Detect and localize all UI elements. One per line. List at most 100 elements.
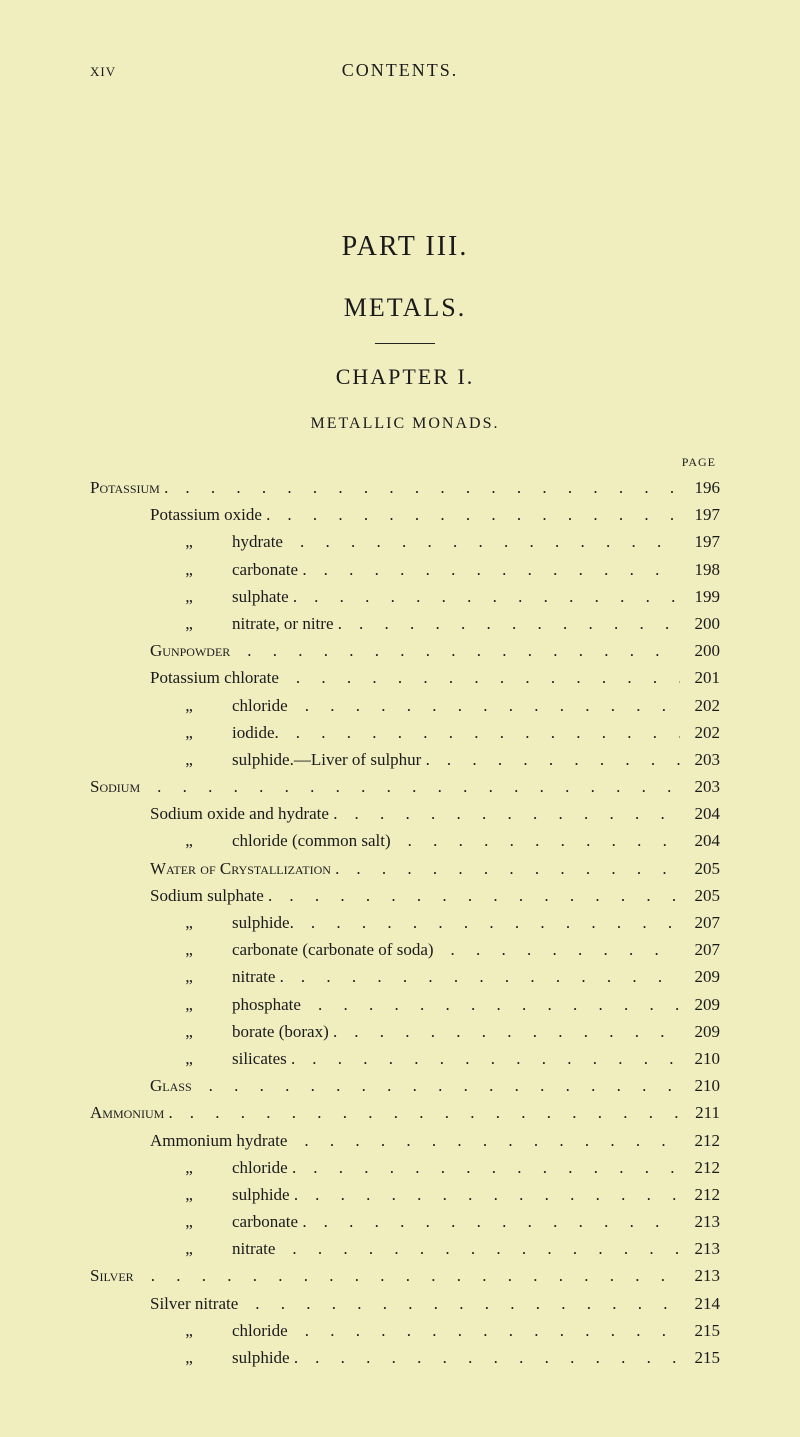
toc-leader: . . . . . . . . . . . . . . . . . . . . …	[275, 1235, 680, 1262]
toc-row: „ nitrate, or nitre . . . . . . . . . . …	[90, 610, 720, 637]
toc-leader: . . . . . . . . . . . . . . . . . . . .	[307, 1208, 680, 1235]
ditto-mark: „	[180, 1317, 198, 1344]
rule	[375, 343, 435, 344]
toc-row: Silver nitrate . . . . . . . . . . . . .…	[90, 1290, 720, 1317]
toc-label: „ iodide.	[90, 719, 279, 746]
toc-page: 202	[680, 719, 720, 746]
toc-leader: . . . . . . . . . . . . . . . . . .	[339, 855, 680, 882]
toc-row: „ sulphide.—Liver of sulphur . . . . . .…	[90, 746, 720, 773]
toc-label: Silver nitrate	[90, 1290, 238, 1317]
toc-leader: . . . . . . . . . . . . . . . . . . .	[337, 800, 680, 827]
ditto-mark: „	[180, 692, 198, 719]
ditto-mark: „	[180, 610, 198, 637]
toc-leader: . . . . . . . . . . . . . . . . . . . . …	[295, 1045, 680, 1072]
toc-leader: . . . . . . . . . . . . . . . . . . . . …	[140, 773, 680, 800]
toc-page: 214	[680, 1290, 720, 1317]
toc-leader: . . . . . . . . . . . . . . . . . . . . …	[168, 474, 680, 501]
toc-row: „ carbonate . . . . . . . . . . . . . . …	[90, 1208, 720, 1235]
toc-label: „ sulphide .	[90, 1344, 298, 1371]
toc-leader: . . . . . . . . . . . . . . . . . . . .	[307, 556, 680, 583]
toc-label: „ nitrate	[90, 1235, 275, 1262]
toc-page: 212	[680, 1127, 720, 1154]
toc-page: 199	[680, 583, 720, 610]
toc-page: 211	[680, 1099, 720, 1126]
toc-label: Potassium chlorate	[90, 664, 279, 691]
toc-label: „ nitrate, or nitre .	[90, 610, 342, 637]
toc-page: 201	[680, 664, 720, 691]
chapter-title: CHAPTER I.	[90, 364, 720, 390]
ditto-mark: „	[180, 827, 198, 854]
toc-row: „ carbonate (carbonate of soda) . . . . …	[90, 936, 720, 963]
toc-page: 207	[680, 936, 720, 963]
toc-page: 202	[680, 692, 720, 719]
ditto-mark: „	[180, 963, 198, 990]
toc-label: Gunpowder	[90, 637, 230, 664]
toc-page: 209	[680, 1018, 720, 1045]
toc-label: Potassium oxide .	[90, 501, 270, 528]
toc-label: „ silicates .	[90, 1045, 295, 1072]
toc-leader: . . . . . . . . . . . . . . . . . . . . …	[294, 909, 680, 936]
toc-page: 196	[680, 474, 720, 501]
toc-row: Potassium . . . . . . . . . . . . . . . …	[90, 474, 720, 501]
toc-row: „ chloride . . . . . . . . . . . . . . .…	[90, 692, 720, 719]
toc-row: „ borate (borax) . . . . . . . . . . . .…	[90, 1018, 720, 1045]
toc: Potassium . . . . . . . . . . . . . . . …	[90, 474, 720, 1371]
toc-label: „ sulphide.—Liver of sulphur .	[90, 746, 430, 773]
ditto-mark: „	[180, 746, 198, 773]
toc-page: 197	[680, 501, 720, 528]
toc-page: 213	[680, 1208, 720, 1235]
toc-row: Ammonium . . . . . . . . . . . . . . . .…	[90, 1099, 720, 1126]
toc-row: Potassium oxide . . . . . . . . . . . . …	[90, 501, 720, 528]
toc-leader: . . . . . . . . . . . . . . . . . .	[342, 610, 680, 637]
toc-label: „ phosphate	[90, 991, 301, 1018]
toc-leader: . . . . . . . . . . . . . . . . . . . . …	[283, 528, 680, 555]
toc-label: „ carbonate .	[90, 556, 307, 583]
toc-leader: . . . . . . . . . . . . .	[430, 746, 680, 773]
toc-label: Water of Crystallization .	[90, 855, 339, 882]
toc-page: 207	[680, 909, 720, 936]
toc-row: „ phosphate . . . . . . . . . . . . . . …	[90, 991, 720, 1018]
ditto-mark: „	[180, 1208, 198, 1235]
toc-label: Sodium sulphate .	[90, 882, 272, 909]
toc-row: „ nitrate . . . . . . . . . . . . . . . …	[90, 963, 720, 990]
toc-leader: . . . . . . . . . . . . . . . .	[391, 827, 680, 854]
toc-label: „ chloride (common salt)	[90, 827, 391, 854]
toc-row: „ chloride (common salt) . . . . . . . .…	[90, 827, 720, 854]
toc-leader: . . . . . . . . . . . . . . . . . . .	[337, 1018, 680, 1045]
toc-leader: . . . . . . . . . . . . . . . . . . . . …	[270, 501, 680, 528]
toc-page: 205	[680, 855, 720, 882]
toc-page: 197	[680, 528, 720, 555]
toc-page: 210	[680, 1072, 720, 1099]
toc-leader: . . . . . . . . . . . . .	[434, 936, 680, 963]
toc-row: „ chloride . . . . . . . . . . . . . . .…	[90, 1154, 720, 1181]
ditto-mark: „	[180, 1181, 198, 1208]
toc-page: 198	[680, 556, 720, 583]
toc-page: 204	[680, 827, 720, 854]
toc-label: „ sulphate .	[90, 583, 297, 610]
toc-leader: . . . . . . . . . . . . . . . . . . . . …	[288, 692, 680, 719]
toc-leader: . . . . . . . . . . . . . . . . . . . . …	[230, 637, 680, 664]
toc-label: „ sulphide.	[90, 909, 294, 936]
toc-page: 209	[680, 991, 720, 1018]
ditto-mark: „	[180, 909, 198, 936]
toc-label: „ carbonate .	[90, 1208, 307, 1235]
toc-label: Glass	[90, 1072, 192, 1099]
toc-leader: . . . . . . . . . . . . . . . . . . . . …	[296, 1154, 680, 1181]
page: xiv CONTENTS. PART III. METALS. CHAPTER …	[0, 0, 800, 1437]
toc-page: 213	[680, 1262, 720, 1289]
page-column-label: PAGE	[90, 455, 716, 470]
ditto-mark: „	[180, 1344, 198, 1371]
toc-page: 215	[680, 1317, 720, 1344]
toc-page: 204	[680, 800, 720, 827]
toc-page: 203	[680, 773, 720, 800]
toc-row: Water of Crystallization . . . . . . . .…	[90, 855, 720, 882]
toc-row: „ sulphide. . . . . . . . . . . . . . . …	[90, 909, 720, 936]
toc-label: „ nitrate .	[90, 963, 284, 990]
toc-leader: . . . . . . . . . . . . . . . . . . . . …	[298, 1344, 680, 1371]
toc-leader: . . . . . . . . . . . . . . . . . . . . …	[173, 1099, 680, 1126]
toc-leader: . . . . . . . . . . . . . . . . . . . . …	[238, 1290, 680, 1317]
toc-label: „ chloride .	[90, 1154, 296, 1181]
toc-row: Sodium oxide and hydrate . . . . . . . .…	[90, 800, 720, 827]
toc-label: „ chloride	[90, 692, 288, 719]
toc-leader: . . . . . . . . . . . . . . . . . . . . …	[279, 664, 680, 691]
